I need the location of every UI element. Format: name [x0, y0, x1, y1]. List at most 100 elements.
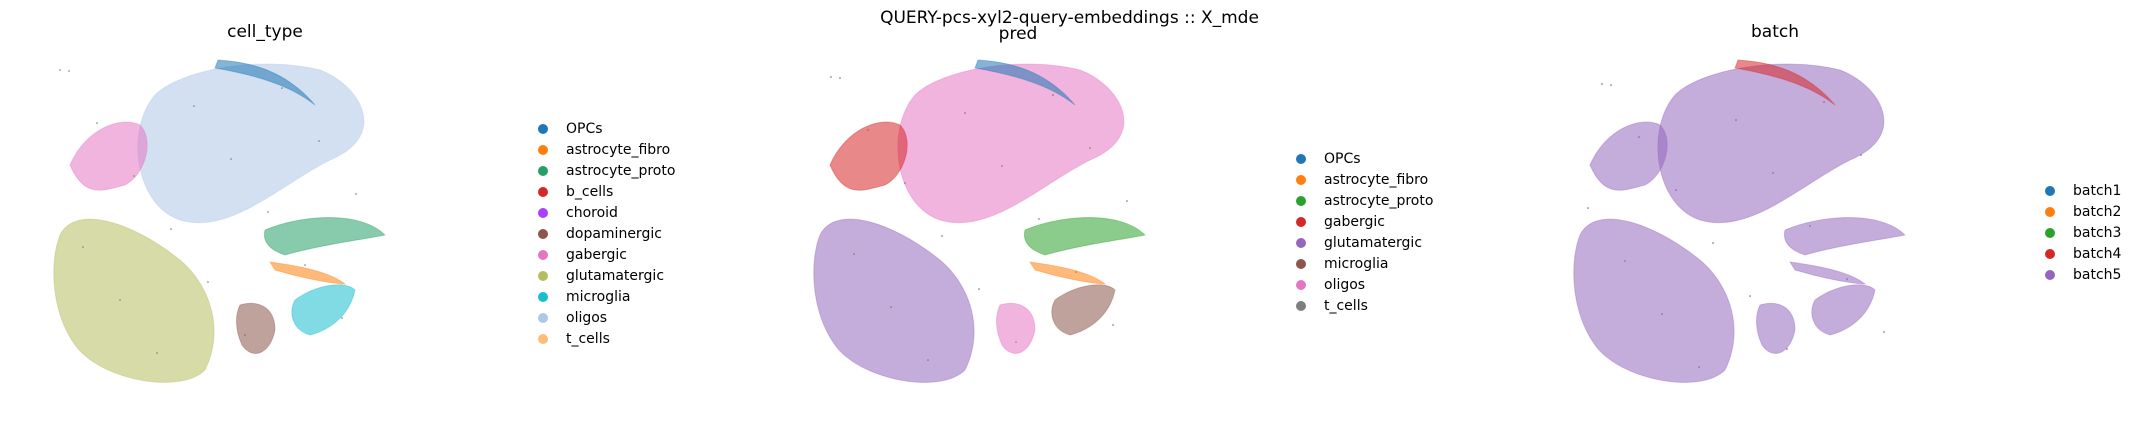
- subplot-batch: batch batch1 batch2 batch3 batch4 batch5: [1520, 0, 2139, 427]
- legend-item: oligos: [538, 307, 675, 328]
- scatter-point: [1015, 341, 1017, 343]
- legend-item: glutamatergic: [538, 265, 675, 286]
- scatter-point: [1786, 348, 1788, 350]
- legend-item: OPCs: [538, 118, 675, 139]
- cluster-large-central: [138, 64, 364, 223]
- scatter-point: [1624, 260, 1626, 262]
- cluster-right-arc: [264, 218, 385, 256]
- scatter-point: [1823, 101, 1825, 103]
- legend: OPCs astrocyte_fibro astrocyte_proto b_cell…: [538, 118, 675, 349]
- legend-marker-icon: [538, 187, 548, 197]
- legend-item: dopaminergic: [538, 223, 675, 244]
- legend-label: glutamatergic: [1324, 235, 1422, 251]
- legend-label: astrocyte_fibro: [1324, 172, 1428, 188]
- legend-marker-icon: [1296, 238, 1306, 248]
- legend-marker-icon: [1296, 301, 1306, 311]
- legend-label: batch4: [2073, 246, 2121, 262]
- cluster-left-top: [70, 122, 147, 190]
- legend-label: oligos: [566, 310, 607, 326]
- legend-label: microglia: [1324, 256, 1388, 272]
- legend-marker-icon: [1296, 196, 1306, 206]
- scatter-point: [207, 281, 209, 283]
- legend-label: t_cells: [566, 331, 610, 347]
- scatter-point: [927, 359, 929, 361]
- legend-item: batch1: [2045, 180, 2121, 201]
- legend-marker-icon: [538, 124, 548, 134]
- legend-label: astrocyte_proto: [566, 163, 675, 179]
- scatter-point: [1809, 225, 1811, 227]
- scatter-point: [1126, 200, 1128, 202]
- scatter-point: [230, 158, 232, 160]
- legend-item: choroid: [538, 202, 675, 223]
- legend-item: t_cells: [1296, 295, 1433, 316]
- scatter-point: [318, 140, 320, 142]
- legend-item: astrocyte_proto: [538, 160, 675, 181]
- cluster-right-lower-arc: [1030, 262, 1105, 284]
- scatter-point: [1772, 172, 1774, 174]
- scatter-point: [839, 77, 841, 79]
- subplot-pred: pred OPCs astrocyte_fibro astrocyte_proto ga…: [760, 0, 1520, 427]
- scatter-point: [1698, 366, 1700, 368]
- legend-label: OPCs: [566, 121, 603, 137]
- scatter-point: [1112, 324, 1114, 326]
- legend-item: OPCs: [1296, 148, 1433, 169]
- cluster-striped: [236, 303, 275, 353]
- legend-marker-icon: [2045, 228, 2055, 238]
- legend-label: astrocyte_proto: [1324, 193, 1433, 209]
- cluster-left-bottom: [1574, 219, 1734, 382]
- cluster-large-central: [1658, 64, 1884, 223]
- scatter-point: [59, 69, 61, 71]
- cluster-striped: [1756, 303, 1795, 353]
- legend-marker-icon: [1296, 259, 1306, 269]
- scatter-point: [1846, 278, 1848, 280]
- scatter-point: [1749, 295, 1751, 297]
- scatter-point: [1675, 189, 1677, 191]
- cluster-right-arc: [1784, 218, 1905, 256]
- scatter-point: [1601, 83, 1603, 85]
- legend-label: gabergic: [1324, 214, 1385, 230]
- cluster-right-bottom: [1812, 285, 1875, 335]
- legend-item: astrocyte_fibro: [1296, 169, 1433, 190]
- legend-label: glutamatergic: [566, 268, 664, 284]
- legend-marker-icon: [538, 292, 548, 302]
- legend-item: batch2: [2045, 201, 2121, 222]
- subplot-cell_type: cell_type OPCs astrocyte_fibro astrocyte_pr…: [0, 0, 760, 427]
- scatter-point: [1661, 313, 1663, 315]
- scatter-point: [1712, 242, 1714, 244]
- legend: batch1 batch2 batch3 batch4 batch5: [2045, 180, 2121, 285]
- legend-label: oligos: [1324, 277, 1365, 293]
- scatter-point: [830, 76, 832, 78]
- legend-marker-icon: [538, 145, 548, 155]
- scatter-point: [1610, 84, 1612, 86]
- legend-item: b_cells: [538, 181, 675, 202]
- legend: OPCs astrocyte_fibro astrocyte_protogaberg…: [1296, 148, 1433, 316]
- legend-marker-icon: [2045, 207, 2055, 217]
- scatter-point: [1860, 154, 1862, 156]
- scatter-point: [193, 105, 195, 107]
- legend-item: oligos: [1296, 274, 1433, 295]
- scatter-point: [170, 228, 172, 230]
- cluster-right-arc: [1024, 218, 1145, 256]
- scatter-point: [867, 129, 869, 131]
- legend-marker-icon: [538, 229, 548, 239]
- scatter-point: [964, 112, 966, 114]
- scatter-point: [133, 175, 135, 177]
- legend-marker-icon: [1296, 217, 1306, 227]
- legend-label: t_cells: [1324, 298, 1368, 314]
- scatter-point: [355, 193, 357, 195]
- scatter-point: [890, 306, 892, 308]
- cluster-right-lower-arc: [270, 262, 345, 284]
- legend-item: batch4: [2045, 243, 2121, 264]
- scatter-point: [68, 70, 70, 72]
- legend-item: batch3: [2045, 222, 2121, 243]
- scatter-point: [156, 352, 158, 354]
- legend-item: astrocyte_proto: [1296, 190, 1433, 211]
- legend-marker-icon: [538, 208, 548, 218]
- legend-label: OPCs: [1324, 151, 1361, 167]
- legend-label: microglia: [566, 289, 630, 305]
- scatter-point: [1587, 207, 1589, 209]
- scatter-point: [1638, 136, 1640, 138]
- scatter-point: [267, 211, 269, 213]
- legend-item: gabergic: [1296, 211, 1433, 232]
